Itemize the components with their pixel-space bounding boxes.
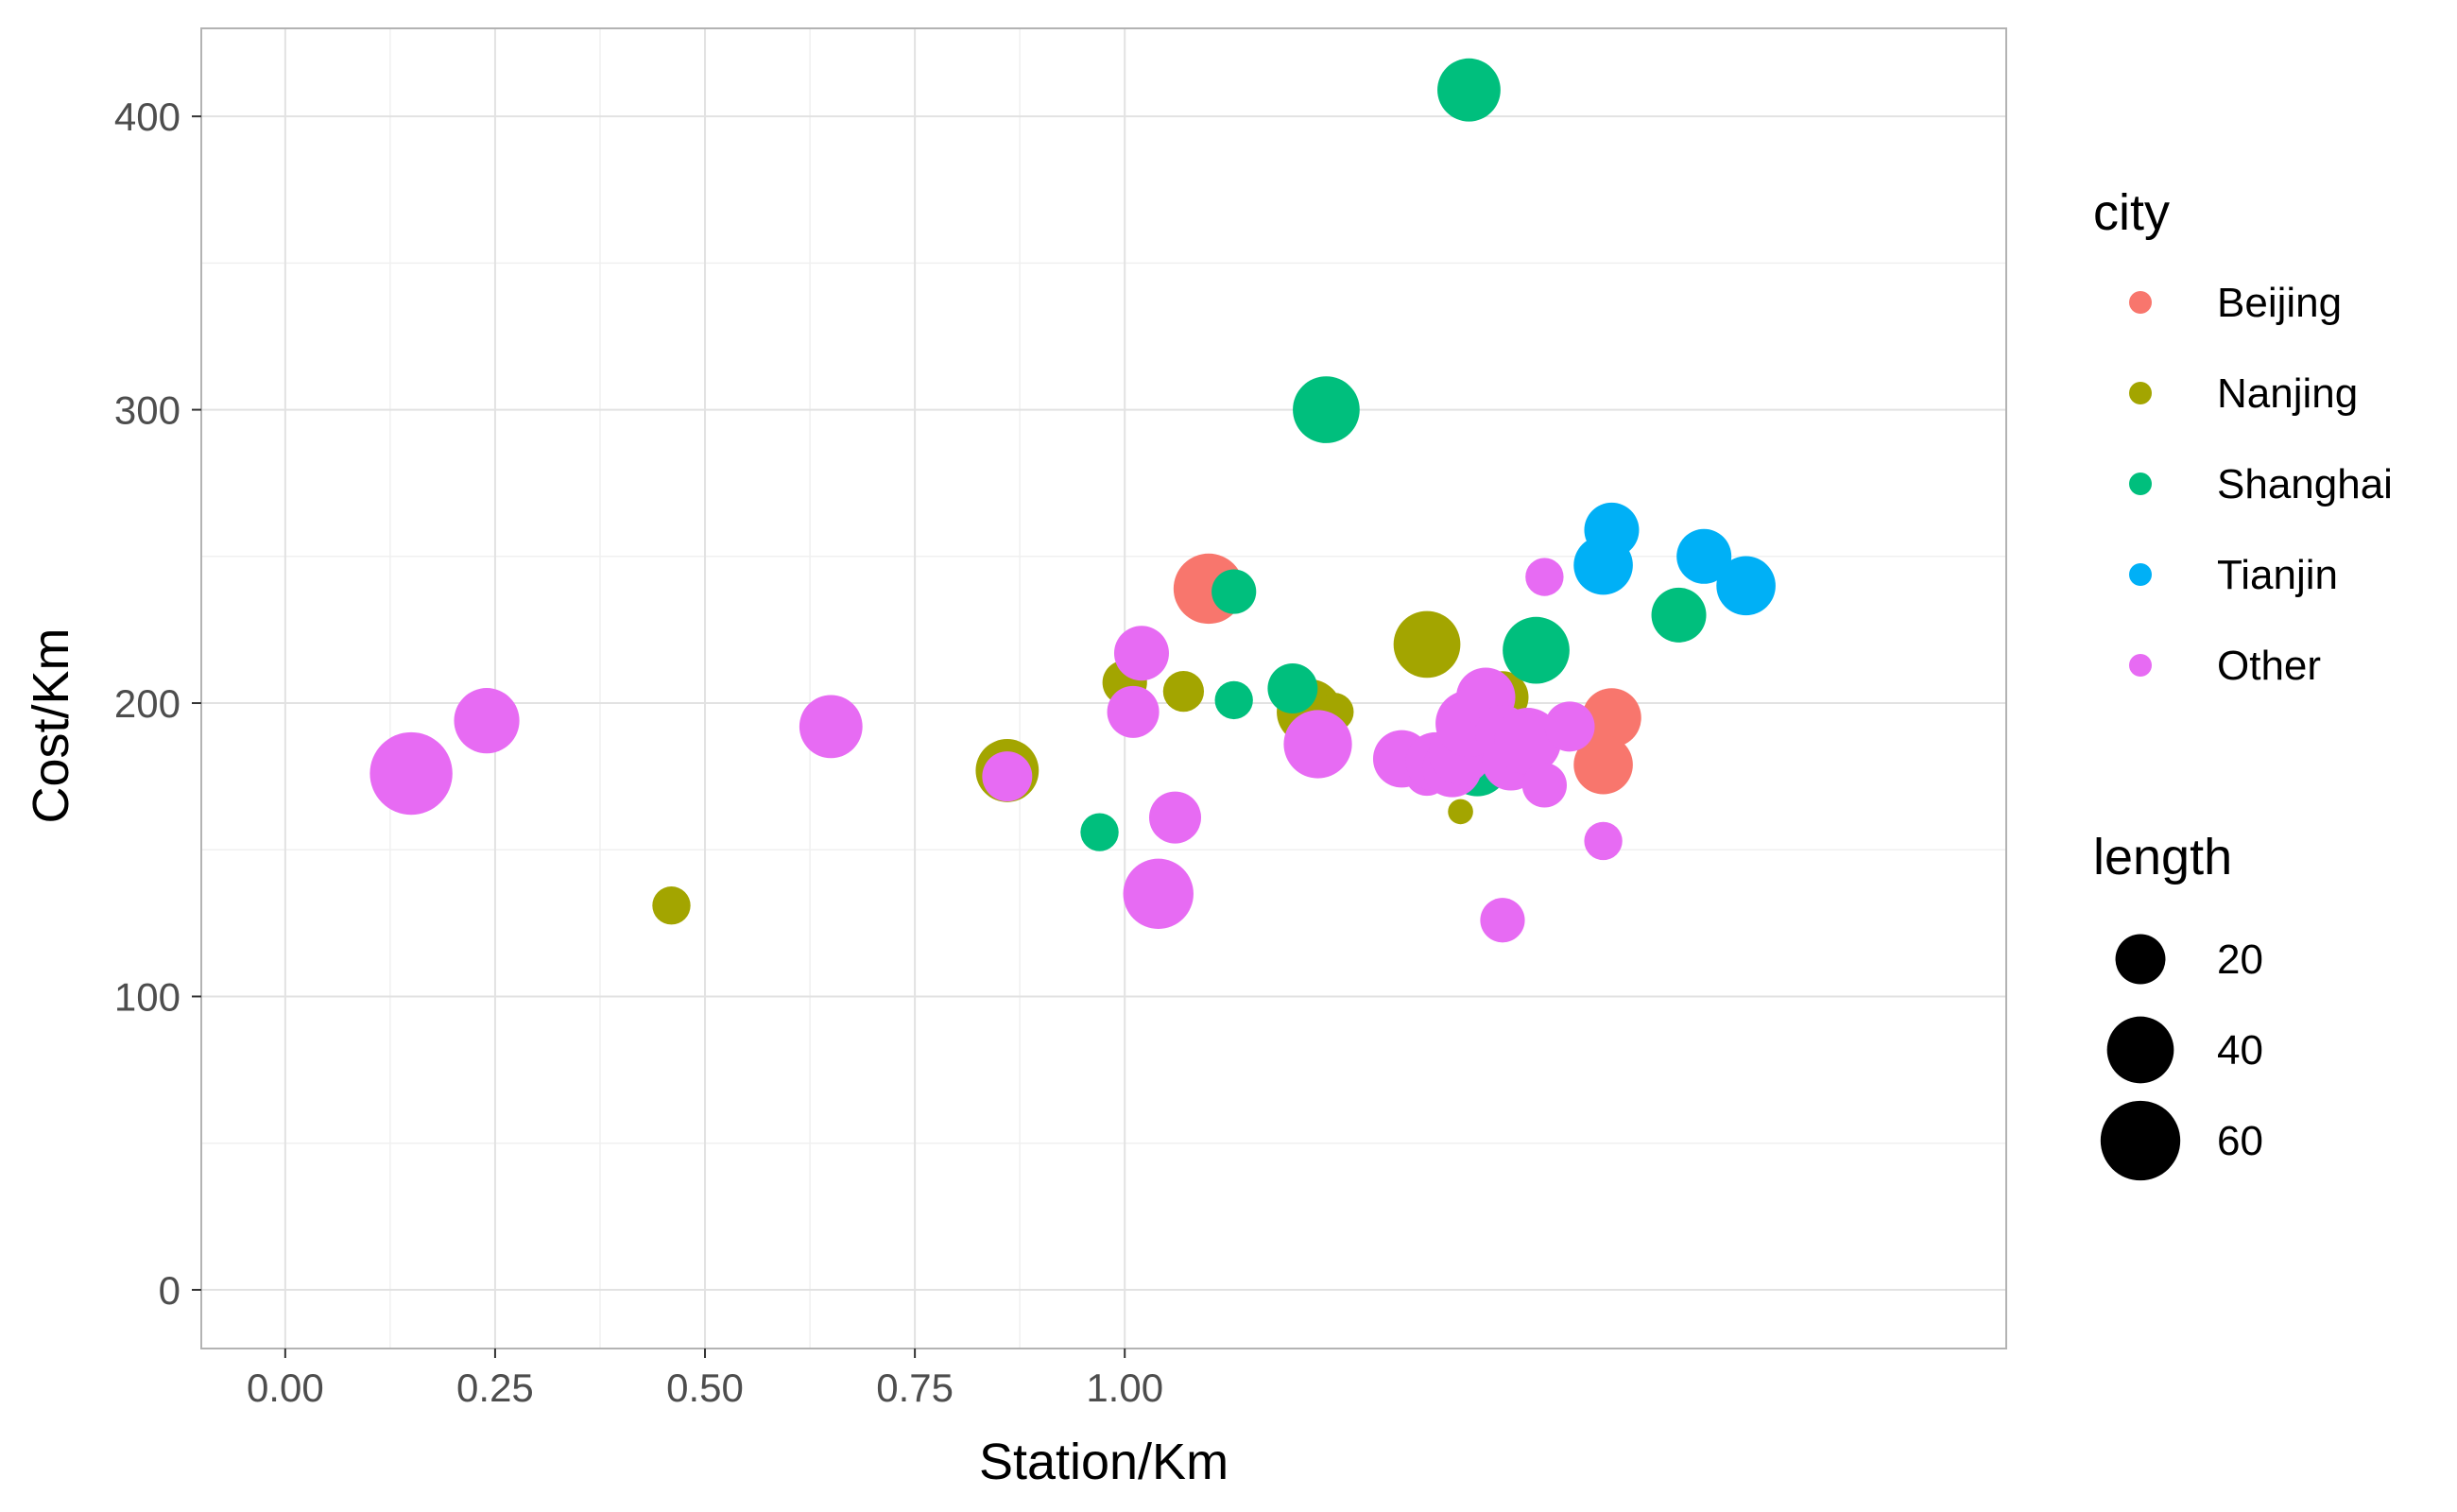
- legend-label-beijing: Beijing: [2217, 280, 2342, 326]
- data-point-other: [1114, 626, 1169, 680]
- size-legend-key: [2116, 935, 2166, 985]
- size-legend-label: 60: [2217, 1118, 2263, 1164]
- legend-label-nanjing: Nanjing: [2217, 370, 2358, 417]
- data-point-other: [369, 732, 452, 815]
- x-tick-label: 0.50: [666, 1366, 744, 1410]
- size-legend-key: [2107, 1017, 2174, 1084]
- size-legend-label: 20: [2217, 936, 2263, 983]
- data-point-other: [1480, 898, 1524, 942]
- data-point-other: [1545, 701, 1595, 751]
- data-point-other: [1149, 792, 1201, 844]
- data-point-shanghai: [1267, 663, 1317, 713]
- data-point-other: [1525, 558, 1563, 595]
- x-axis-title: Station/Km: [979, 1434, 1228, 1490]
- x-tick-label: 0.25: [456, 1366, 534, 1410]
- data-point-shanghai: [1080, 813, 1118, 850]
- legend-key-other: [2129, 654, 2152, 677]
- data-point-shanghai: [1215, 681, 1253, 719]
- size-legend-title: length: [2093, 829, 2232, 885]
- x-tick-label: 0.75: [876, 1366, 954, 1410]
- x-tick-label: 1.00: [1086, 1366, 1163, 1410]
- y-tick-label: 300: [114, 388, 180, 433]
- data-point-nanjing: [1394, 611, 1461, 679]
- legend-label-shanghai: Shanghai: [2217, 461, 2393, 507]
- y-tick-label: 400: [114, 94, 180, 139]
- y-tick-label: 200: [114, 681, 180, 726]
- y-tick-label: 0: [159, 1268, 180, 1313]
- legend-key-beijing: [2129, 291, 2152, 314]
- data-point-other: [1124, 859, 1194, 929]
- y-axis-title: Cost/Km: [23, 627, 79, 823]
- data-point-other: [799, 695, 863, 758]
- data-point-other: [454, 688, 519, 753]
- legend-key-tianjin: [2129, 563, 2152, 586]
- data-point-other: [1584, 822, 1622, 860]
- data-point-nanjing: [1448, 799, 1473, 825]
- legend-key-nanjing: [2129, 382, 2152, 404]
- y-tick-label: 100: [114, 974, 180, 1019]
- data-point-other: [1283, 710, 1351, 778]
- data-point-nanjing: [1163, 671, 1204, 712]
- data-point-other: [982, 751, 1032, 801]
- data-point-shanghai: [1652, 588, 1707, 643]
- data-point-shanghai: [1293, 376, 1360, 443]
- color-legend-title: city: [2093, 184, 2170, 241]
- size-legend-key: [2101, 1101, 2180, 1180]
- legend-label-other: Other: [2217, 643, 2321, 689]
- data-point-nanjing: [652, 886, 690, 924]
- size-legend-label: 40: [2217, 1027, 2263, 1074]
- data-point-other: [1108, 686, 1160, 738]
- x-tick-label: 0.00: [247, 1366, 324, 1410]
- data-point-tianjin: [1573, 536, 1633, 595]
- legend-key-shanghai: [2129, 472, 2152, 495]
- data-point-shanghai: [1211, 569, 1256, 613]
- data-point-other: [1522, 763, 1567, 807]
- legend-label-tianjin: Tianjin: [2217, 552, 2338, 598]
- data-point-tianjin: [1716, 557, 1776, 616]
- data-point-shanghai: [1503, 617, 1570, 684]
- data-point-shanghai: [1437, 59, 1501, 122]
